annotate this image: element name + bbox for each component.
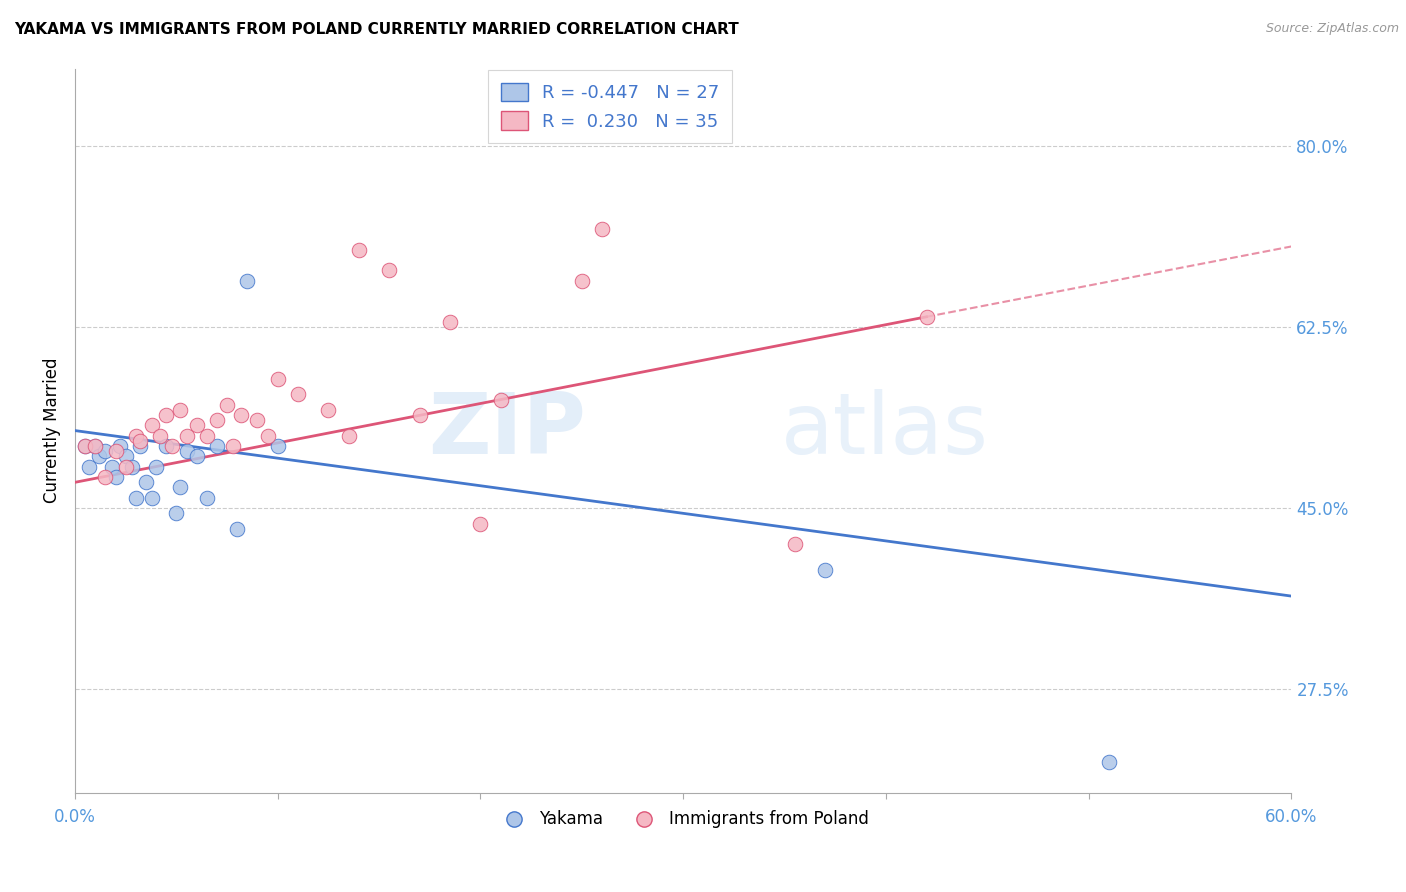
Text: YAKAMA VS IMMIGRANTS FROM POLAND CURRENTLY MARRIED CORRELATION CHART: YAKAMA VS IMMIGRANTS FROM POLAND CURRENT… [14,22,738,37]
Text: 60.0%: 60.0% [1265,808,1317,826]
Point [176,444,198,458]
Point [162,439,184,453]
Point [169,403,191,417]
Point [571,274,593,288]
Point [222,439,245,453]
Y-axis label: Currently Married: Currently Married [44,358,60,503]
Point [125,429,148,443]
Point [470,516,492,531]
Point [128,439,150,453]
Point [236,274,259,288]
Point [149,429,172,443]
Point [347,243,370,257]
Point [205,413,228,427]
Point [169,481,191,495]
Point [195,429,218,443]
Point [155,439,177,453]
Point [783,537,806,551]
Point [186,450,208,464]
Point [256,429,278,443]
Point [287,387,309,401]
Point [915,310,938,324]
Point [108,439,131,453]
Point [94,470,117,484]
Point [121,459,143,474]
Point [205,439,228,453]
Point [408,408,430,422]
Point [246,413,269,427]
Point [267,439,290,453]
Point [165,506,187,520]
Point [84,439,107,453]
Text: atlas: atlas [780,389,988,472]
Point [104,470,127,484]
Point [215,398,238,412]
Point [155,408,177,422]
Point [100,459,122,474]
Point [176,429,198,443]
Point [141,418,163,433]
Point [114,459,136,474]
Point [114,450,136,464]
Point [1098,755,1121,769]
Point [145,459,167,474]
Point [84,439,107,453]
Point [77,459,100,474]
Point [591,222,613,236]
Point [75,439,97,453]
Point [128,434,150,448]
Point [814,563,837,577]
Point [195,491,218,505]
Point [186,418,208,433]
Point [489,392,512,407]
Point [125,491,148,505]
Point [75,439,97,453]
Text: Source: ZipAtlas.com: Source: ZipAtlas.com [1265,22,1399,36]
Text: 0.0%: 0.0% [53,808,96,826]
Point [267,372,290,386]
Point [104,444,127,458]
Legend: Yakama, Immigrants from Poland: Yakama, Immigrants from Poland [491,804,876,835]
Point [378,263,401,277]
Point [135,475,157,490]
Point [318,403,340,417]
Text: ZIP: ZIP [429,389,586,472]
Point [231,408,253,422]
Point [226,522,249,536]
Point [94,444,117,458]
Point [439,315,461,329]
Point [141,491,163,505]
Point [337,429,360,443]
Point [89,450,111,464]
